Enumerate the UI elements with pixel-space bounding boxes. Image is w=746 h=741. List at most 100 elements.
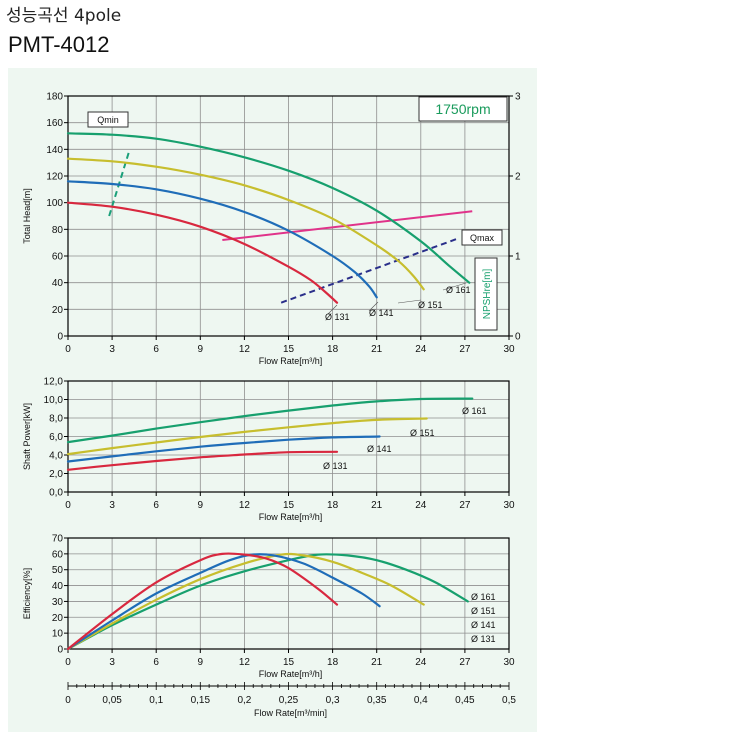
efficiency-y-tick-label: 60	[52, 549, 64, 560]
x2-tick-label: 0,3	[326, 695, 340, 706]
head-x-tick-label: 24	[415, 344, 427, 355]
head-curve-label-d131: Ø 131	[325, 312, 350, 322]
head-y-tick-label: 180	[46, 92, 63, 103]
x2-tick-label: 0,4	[414, 695, 428, 706]
efficiency-plot-frame	[67, 537, 510, 650]
head-curve-d141	[66, 180, 378, 299]
power-x-tick-label: 27	[459, 500, 471, 511]
qmin-line	[108, 149, 131, 217]
efficiency-curve-d161	[66, 553, 469, 651]
head-plot-frame	[67, 95, 510, 337]
head-y-tick-label: 160	[46, 118, 63, 129]
head-y-tick-label: 60	[52, 252, 64, 263]
power-x-tick-label: 21	[371, 500, 383, 511]
qmax-line	[280, 237, 458, 304]
power-curve-d131	[66, 450, 339, 471]
power-x-tick-label: 12	[239, 500, 251, 511]
power-curve-d161	[66, 397, 474, 444]
power-y-tick-label: 2,0	[49, 469, 63, 480]
efficiency-x-tick-label: 9	[198, 657, 204, 668]
power-x-tick-label: 3	[109, 500, 115, 511]
npshre-label-box	[474, 257, 498, 331]
head-x-tick-label: 18	[327, 344, 339, 355]
power-curve-d151	[66, 417, 428, 456]
power-y-tick-label: 10,0	[44, 395, 64, 406]
head-y-tick-label: 80	[52, 225, 64, 236]
power-y-tick-label: 6,0	[49, 432, 63, 443]
npshre-axis-tick-label: 0	[515, 332, 521, 343]
power-curve-label-d161: Ø 161	[462, 406, 487, 416]
speed-label-box	[418, 96, 508, 122]
efficiency-curve-label-d161: Ø 161	[471, 592, 496, 602]
power-y-axis-label: Shaft Power[kW]	[22, 403, 32, 470]
power-curve-d141	[66, 435, 381, 463]
power-y-tick-label: 12,0	[44, 377, 64, 388]
curve-leader	[397, 299, 422, 304]
npshre-line	[222, 210, 473, 241]
head-y-tick-label: 0	[57, 332, 63, 343]
efficiency-x-tick-label: 21	[371, 657, 383, 668]
head-x-tick-label: 30	[503, 344, 515, 355]
head-y-tick-label: 120	[46, 172, 63, 183]
x2-tick-label: 0,1	[149, 695, 163, 706]
power-y-tick-label: 8,0	[49, 414, 63, 425]
efficiency-y-tick-label: 30	[52, 597, 64, 608]
head-x-tick-label: 6	[153, 344, 159, 355]
efficiency-y-tick-label: 50	[52, 565, 64, 576]
speed-label: 1750rpm	[435, 101, 490, 117]
efficiency-x-tick-label: 30	[503, 657, 515, 668]
npshre-axis-tick-label: 3	[515, 92, 521, 103]
npshre-axis-tick-label: 1	[515, 252, 521, 263]
x2-tick-label: 0,35	[367, 695, 387, 706]
efficiency-y-tick-label: 40	[52, 581, 64, 592]
power-curve-label-d131: Ø 131	[323, 461, 348, 471]
efficiency-curve-label-d151: Ø 151	[471, 606, 496, 616]
power-x-tick-label: 6	[153, 500, 159, 511]
qmax-label: Qmax	[470, 233, 495, 243]
power-x-tick-label: 0	[65, 500, 71, 511]
efficiency-x-axis-label: Flow Rate[m³/h]	[259, 669, 323, 679]
efficiency-x-tick-label: 0	[65, 657, 71, 668]
head-curve-label-d151: Ø 151	[418, 300, 443, 310]
power-x-tick-label: 9	[198, 500, 204, 511]
qmax-label-box	[461, 229, 503, 246]
x2-tick-label: 0	[65, 695, 71, 706]
power-x-tick-label: 15	[283, 500, 295, 511]
curve-leader	[327, 304, 338, 315]
curve-leader	[368, 301, 379, 312]
efficiency-x-tick-label: 24	[415, 657, 427, 668]
power-x-axis-label: Flow Rate[m³/h]	[259, 512, 323, 522]
qmin-label: Qmin	[97, 115, 119, 125]
power-x-tick-label: 24	[415, 500, 427, 511]
model-name: PMT-4012	[8, 32, 110, 57]
head-x-tick-label: 12	[239, 344, 251, 355]
efficiency-curve-label-d141: Ø 141	[471, 620, 496, 630]
efficiency-x-tick-label: 27	[459, 657, 471, 668]
x2-tick-label: 0,05	[102, 695, 122, 706]
head-x-tick-label: 15	[283, 344, 295, 355]
efficiency-x-tick-label: 18	[327, 657, 339, 668]
x2-tick-label: 0,45	[455, 695, 475, 706]
efficiency-y-tick-label: 10	[52, 629, 64, 640]
head-x-tick-label: 3	[109, 344, 115, 355]
head-curve-d151	[66, 157, 425, 291]
efficiency-y-tick-label: 0	[57, 645, 63, 656]
efficiency-y-axis-label: Efficiency[%]	[22, 568, 32, 619]
efficiency-curve-d131	[66, 552, 339, 651]
head-x-tick-label: 27	[459, 344, 471, 355]
head-curve-label-d141: Ø 141	[369, 308, 394, 318]
efficiency-curve-label-d131: Ø 131	[471, 634, 496, 644]
power-x-tick-label: 18	[327, 500, 339, 511]
head-y-tick-label: 20	[52, 305, 64, 316]
x2-tick-label: 0,15	[191, 695, 211, 706]
efficiency-x-tick-label: 15	[283, 657, 295, 668]
x2-axis-label: Flow Rate[m³/min]	[254, 708, 327, 718]
x2-tick-label: 0,5	[502, 695, 516, 706]
efficiency-x-tick-label: 12	[239, 657, 251, 668]
head-y-tick-label: 100	[46, 198, 63, 209]
head-y-tick-label: 140	[46, 145, 63, 156]
head-y-axis-label: Total Head[m]	[22, 188, 32, 244]
head-x-tick-label: 0	[65, 344, 71, 355]
efficiency-y-tick-label: 70	[52, 534, 64, 545]
